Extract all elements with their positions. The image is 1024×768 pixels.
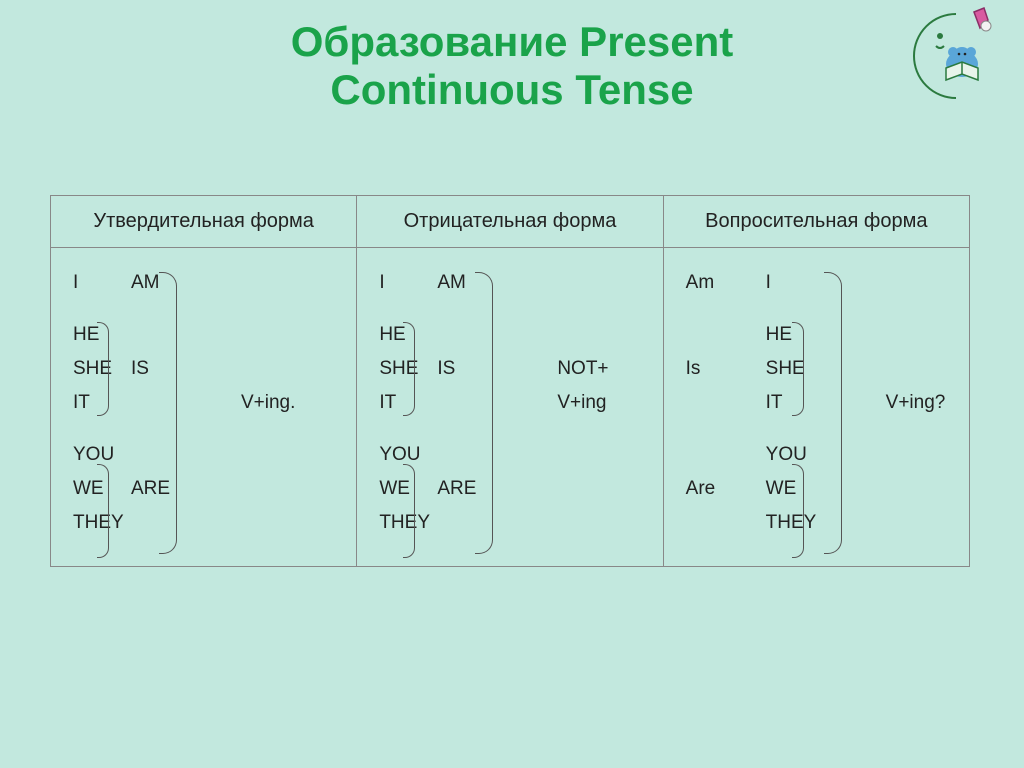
brace-are-group-n — [403, 464, 415, 558]
cell-question: AmI HE IsSHE ITV+ing? YOU AreWE THEY — [664, 248, 969, 566]
aux-am-q: Am — [686, 272, 736, 294]
pron-i-n: I — [379, 272, 437, 294]
aux-are-n: ARE — [437, 478, 476, 500]
aux-am: AM — [131, 272, 160, 294]
aux-am-n: AM — [437, 272, 466, 294]
pron-he-q: HE — [766, 324, 792, 346]
brace-all-q — [824, 272, 842, 554]
brace-all-neg — [475, 272, 493, 554]
page-title: Образование Present Continuous Tense — [0, 0, 1024, 115]
aux-is-q: Is — [686, 358, 736, 380]
header-negative: Отрицательная форма — [357, 196, 663, 247]
pron-i-q: I — [766, 272, 771, 294]
pron-you: YOU — [73, 444, 131, 466]
table-header-row: Утвердительная форма Отрицательная форма… — [51, 196, 969, 248]
brace-are-group — [97, 464, 109, 558]
ending-ving-n: V+ing — [557, 392, 606, 414]
aux-are-q: Are — [686, 478, 736, 500]
brace-is-group-n — [403, 322, 415, 416]
tense-table: Утвердительная форма Отрицательная форма… — [50, 195, 970, 567]
ending-ving-q: V+ing? — [886, 392, 946, 414]
pron-you-n: YOU — [379, 444, 437, 466]
cell-negative: IAM HE SHEISNOT+ ITV+ing YOU WEARE THEY — [357, 248, 663, 566]
pron-i: I — [73, 272, 131, 294]
not-part: NOT+ — [557, 358, 608, 380]
ending-ving: V+ing. — [241, 392, 295, 414]
brace-are-group-q — [792, 464, 804, 558]
table-body-row: IAM HE SHEIS ITV+ing. YOU WEARE THEY IAM… — [51, 248, 969, 566]
header-question: Вопросительная форма — [664, 196, 969, 247]
header-affirmative: Утвердительная форма — [51, 196, 357, 247]
brace-all-affirm — [159, 272, 177, 554]
title-line-1: Образование Present — [0, 18, 1024, 66]
aux-is: IS — [131, 358, 149, 380]
cell-affirmative: IAM HE SHEIS ITV+ing. YOU WEARE THEY — [51, 248, 357, 566]
brace-is-group — [97, 322, 109, 416]
brace-is-group-q — [792, 322, 804, 416]
moon-bear-reading-icon — [896, 6, 1006, 116]
title-line-2: Continuous Tense — [0, 66, 1024, 114]
pron-you-q: YOU — [766, 444, 807, 466]
